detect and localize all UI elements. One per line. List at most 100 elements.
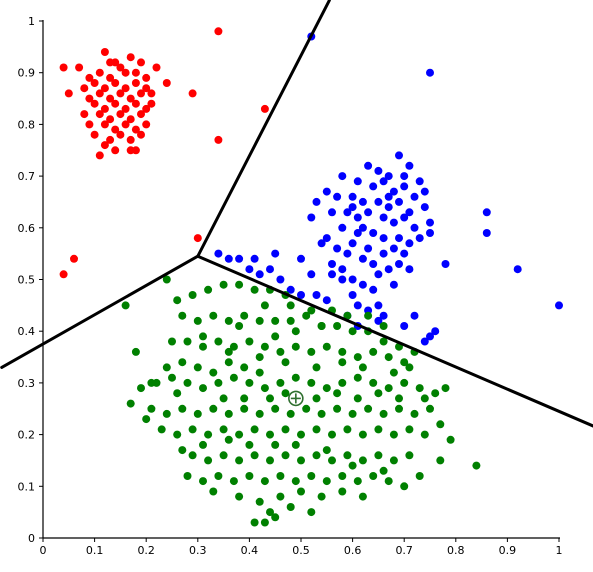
data-point — [374, 166, 383, 175]
data-point — [224, 347, 233, 356]
data-point — [426, 229, 434, 237]
data-point — [224, 316, 233, 325]
data-point — [116, 130, 125, 139]
data-point — [75, 63, 84, 72]
data-point — [162, 363, 171, 372]
data-point — [240, 394, 249, 403]
data-point — [379, 249, 388, 258]
data-point — [121, 301, 130, 310]
data-point — [183, 337, 192, 346]
data-point — [338, 487, 347, 496]
data-point — [142, 415, 151, 424]
data-point — [322, 446, 331, 455]
data-point — [240, 311, 249, 320]
data-point — [364, 404, 373, 413]
data-point — [193, 316, 202, 325]
data-point — [343, 249, 352, 258]
data-point — [219, 280, 228, 289]
data-point — [235, 254, 244, 263]
data-point — [312, 394, 321, 403]
data-point — [291, 477, 300, 486]
data-point — [271, 316, 280, 325]
data-point — [224, 409, 233, 418]
x-tick-label: 0.8 — [447, 544, 465, 557]
data-point — [369, 347, 378, 356]
data-point — [384, 384, 393, 393]
data-point — [348, 192, 357, 201]
data-point — [126, 53, 135, 62]
data-point — [472, 461, 481, 470]
data-point — [348, 461, 357, 470]
data-point — [317, 322, 326, 330]
data-point — [147, 89, 156, 98]
data-point — [142, 104, 151, 113]
data-point — [420, 203, 429, 212]
data-point — [111, 79, 120, 87]
data-point — [322, 342, 331, 351]
data-point — [188, 89, 197, 98]
data-point — [121, 104, 130, 113]
data-point — [271, 404, 280, 413]
data-point — [131, 79, 140, 87]
data-point — [250, 518, 259, 527]
data-point — [405, 451, 414, 460]
data-point — [260, 384, 269, 393]
data-point — [364, 208, 373, 217]
data-point — [369, 229, 378, 237]
data-point — [343, 451, 352, 460]
data-point — [214, 27, 223, 36]
data-point — [173, 430, 182, 439]
data-point — [364, 244, 373, 253]
data-point — [338, 172, 347, 181]
data-point — [333, 322, 342, 330]
data-point — [348, 203, 357, 212]
data-point — [229, 477, 238, 486]
data-point — [178, 404, 187, 413]
data-point — [188, 291, 197, 299]
data-point — [358, 456, 367, 465]
data-point — [95, 89, 104, 98]
decision-boundaries — [0, 0, 593, 428]
data-point — [379, 177, 388, 186]
data-point — [410, 409, 419, 418]
data-point — [276, 275, 285, 284]
data-point — [322, 234, 331, 243]
data-point — [353, 394, 362, 403]
data-point — [431, 389, 440, 398]
data-point — [188, 451, 197, 460]
data-point — [395, 151, 403, 160]
data-point — [204, 456, 213, 465]
data-point — [328, 270, 336, 279]
y-tick-label: 0.4 — [18, 325, 36, 338]
data-point — [405, 425, 414, 434]
x-tick-label: 0 — [40, 544, 47, 557]
data-point — [369, 182, 378, 191]
centroid-marker — [288, 390, 304, 407]
data-point — [374, 425, 383, 434]
data-point — [312, 451, 321, 460]
data-point — [152, 63, 161, 72]
data-point — [358, 254, 367, 263]
data-point — [131, 99, 140, 108]
x-tick-label: 0.9 — [499, 544, 517, 557]
data-point — [348, 409, 357, 418]
data-point — [389, 244, 398, 253]
data-point — [405, 208, 414, 217]
data-point — [410, 223, 419, 232]
data-point — [333, 404, 342, 413]
y-axis-ticks: 0 0.1 0.2 0.3 0.4 0.5 0.6 0.7 0.8 0.9 1 — [18, 15, 43, 545]
data-point — [343, 425, 352, 434]
data-point — [59, 63, 68, 72]
data-point — [328, 430, 336, 439]
data-point — [100, 120, 109, 129]
data-point — [193, 409, 202, 418]
x-tick-label: 1 — [556, 544, 563, 557]
data-point — [199, 342, 207, 351]
y-tick-label: 0.7 — [18, 170, 36, 183]
data-point — [410, 192, 419, 201]
data-point — [400, 378, 409, 387]
data-point — [245, 337, 254, 346]
data-point — [229, 373, 238, 382]
data-point — [400, 172, 409, 181]
data-point — [431, 327, 440, 336]
